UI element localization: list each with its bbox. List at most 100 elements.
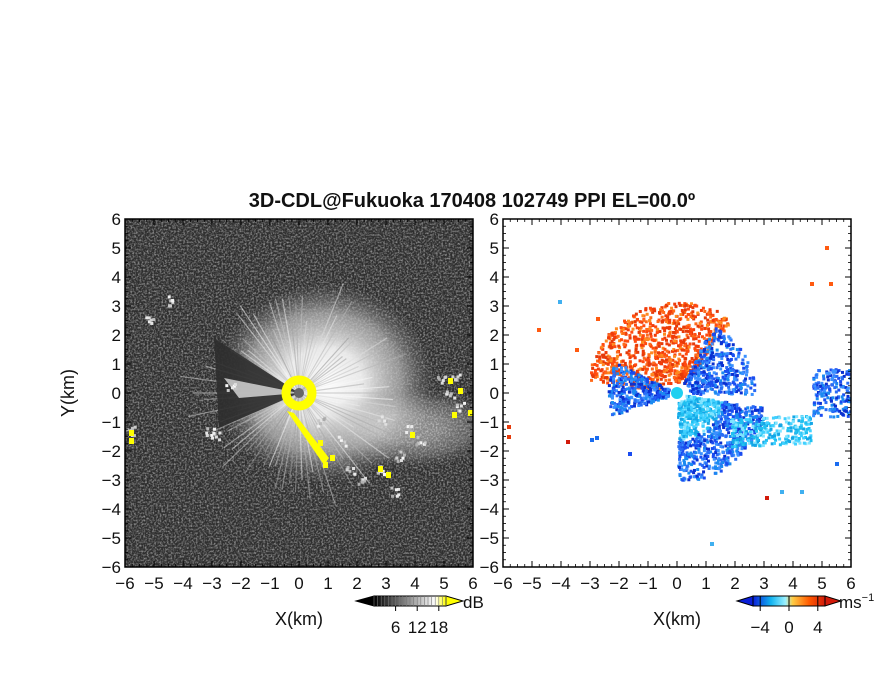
velocity-band-cell bbox=[739, 440, 743, 444]
echo-speckle bbox=[171, 299, 175, 303]
velocity-approaching-cell bbox=[695, 367, 699, 371]
velocity-receding-cell bbox=[638, 359, 642, 363]
velocity-cluster-cell bbox=[819, 389, 823, 393]
velocity-approaching-cell bbox=[628, 388, 632, 392]
velocity-approaching-cell bbox=[696, 370, 700, 374]
velocity-receding-cell bbox=[641, 353, 645, 357]
colorbar-left-tick-label: 18 bbox=[429, 618, 448, 637]
velocity-approaching-cell bbox=[639, 382, 643, 386]
velocity-band-cell bbox=[804, 431, 808, 435]
velocity-receding-cell bbox=[678, 358, 682, 362]
velocity-approaching-cell bbox=[696, 400, 700, 404]
velocity-receding-cell bbox=[600, 345, 604, 349]
velocity-approaching-cell bbox=[693, 456, 697, 460]
velocity-receding-cell bbox=[664, 378, 668, 382]
velocity-approaching-cell bbox=[678, 437, 682, 441]
velocity-approaching-cell bbox=[677, 411, 681, 415]
velocity-approaching-cell bbox=[701, 408, 705, 412]
velocity-receding-cell bbox=[623, 320, 627, 324]
velocity-band-cell bbox=[809, 434, 813, 438]
velocity-approaching-cell bbox=[737, 443, 741, 447]
velocity-approaching-cell bbox=[711, 381, 715, 385]
velocity-scatter-cell bbox=[558, 300, 562, 304]
saturation-speckle bbox=[323, 462, 328, 468]
saturation-speckle bbox=[386, 472, 391, 478]
velocity-receding-cell bbox=[707, 327, 711, 331]
velocity-receding-cell bbox=[708, 343, 712, 347]
velocity-approaching-cell bbox=[701, 361, 705, 365]
velocity-approaching-cell bbox=[745, 370, 749, 374]
velocity-receding-cell bbox=[608, 355, 612, 359]
echo-streak bbox=[298, 392, 354, 487]
echo-speckle bbox=[363, 479, 367, 483]
velocity-band-cell bbox=[787, 416, 791, 420]
velocity-approaching-cell bbox=[684, 456, 688, 460]
velocity-approaching-cell bbox=[689, 444, 693, 448]
velocity-receding-cell bbox=[673, 369, 677, 373]
velocity-receding-cell bbox=[663, 374, 667, 378]
echo-speckle bbox=[463, 401, 467, 405]
velocity-approaching-cell bbox=[714, 421, 718, 425]
velocity-band-cell bbox=[794, 430, 798, 434]
velocity-approaching-cell bbox=[741, 382, 745, 386]
velocity-approaching-cell bbox=[705, 407, 709, 411]
reflectivity-echo bbox=[126, 283, 473, 506]
velocity-receding-cell bbox=[631, 314, 635, 318]
velocity-band-cell bbox=[802, 436, 806, 440]
velocity-approaching-cell bbox=[709, 387, 713, 391]
y-tick-label: −4 bbox=[102, 500, 121, 519]
velocity-approaching-cell bbox=[699, 390, 703, 394]
velocity-receding-cell bbox=[665, 338, 669, 342]
velocity-approaching-cell bbox=[613, 404, 617, 408]
velocity-band-cell bbox=[752, 435, 756, 439]
velocity-approaching-cell bbox=[688, 402, 692, 406]
velocity-band-cell bbox=[739, 433, 743, 437]
velocity-receding-cell bbox=[672, 375, 676, 379]
velocity-receding-cell bbox=[641, 351, 645, 355]
velocity-receding-cell bbox=[653, 353, 657, 357]
velocity-approaching-cell bbox=[718, 390, 722, 394]
velocity-approaching-cell bbox=[693, 420, 697, 424]
velocity-approaching-cell bbox=[712, 409, 716, 413]
velocity-cluster-cell bbox=[832, 380, 836, 384]
velocity-receding-cell bbox=[645, 363, 649, 367]
velocity-approaching-cell bbox=[708, 384, 712, 388]
velocity-receding-cell bbox=[637, 327, 641, 331]
velocity-receding-cell bbox=[610, 369, 614, 373]
velocity-approaching-cell bbox=[610, 413, 614, 417]
velocity-band-cell bbox=[778, 424, 782, 428]
velocity-receding-cell bbox=[660, 320, 664, 324]
velocity-receding-cell bbox=[659, 351, 663, 355]
velocity-receding-cell bbox=[698, 352, 702, 356]
velocity-receding-cell bbox=[600, 368, 604, 372]
velocity-receding-cell bbox=[649, 308, 653, 312]
echo-speckle bbox=[225, 384, 229, 388]
saturation-speckle bbox=[129, 438, 134, 444]
velocity-receding-cell bbox=[679, 369, 683, 373]
velocity-band-cell bbox=[791, 420, 795, 424]
velocity-approaching-cell bbox=[732, 437, 736, 441]
velocity-approaching-cell bbox=[612, 388, 616, 392]
velocity-receding-cell bbox=[667, 302, 671, 306]
velocity-approaching-cell bbox=[709, 367, 713, 371]
velocity-approaching-cell bbox=[678, 457, 682, 461]
velocity-approaching-cell bbox=[685, 394, 689, 398]
velocity-receding-cell bbox=[721, 327, 725, 331]
velocity-approaching-cell bbox=[653, 388, 657, 392]
velocity-cluster-cell bbox=[822, 374, 826, 378]
echo-speckle bbox=[353, 472, 357, 476]
velocity-approaching-cell bbox=[626, 400, 630, 404]
velocity-approaching-cell bbox=[697, 447, 701, 451]
velocity-approaching-cell bbox=[714, 372, 718, 376]
velocity-approaching-cell bbox=[717, 427, 721, 431]
velocity-approaching-cell bbox=[722, 404, 726, 408]
velocity-band-cell bbox=[740, 418, 744, 422]
echo-speckle bbox=[382, 472, 386, 476]
y-tick-label: 1 bbox=[112, 355, 121, 374]
velocity-receding-cell bbox=[601, 360, 605, 364]
velocity-approaching-cell bbox=[683, 425, 687, 429]
velocity-approaching-cell bbox=[710, 409, 714, 413]
velocity-band-cell bbox=[808, 429, 812, 433]
velocity-receding-cell bbox=[642, 324, 646, 328]
